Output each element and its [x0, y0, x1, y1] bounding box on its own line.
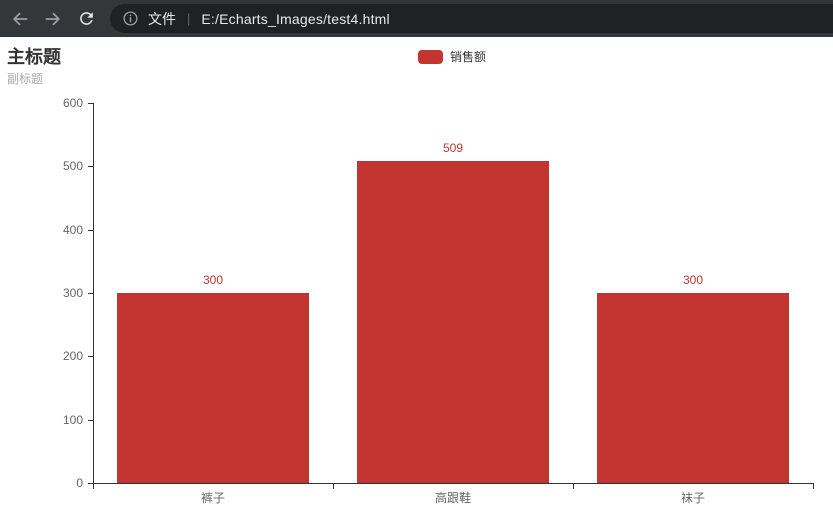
chart-title: 主标题: [7, 47, 61, 67]
x-axis-label: 裤子: [200, 491, 225, 505]
y-axis-label: 100: [62, 413, 83, 427]
bar-value-label: 300: [682, 273, 704, 287]
y-axis-label: 400: [62, 223, 83, 237]
y-axis-tick: [88, 483, 93, 484]
forward-arrow-icon: [45, 12, 60, 25]
chart-subtitle: 副标题: [7, 72, 44, 86]
y-axis-label: 600: [62, 96, 83, 110]
y-axis-tick: [88, 293, 93, 294]
address-url: E:/Echarts_Images/test4.html: [201, 10, 390, 27]
y-axis-label: 300: [62, 286, 83, 300]
bar-value-label: 509: [442, 141, 464, 155]
bar[interactable]: [597, 293, 789, 483]
bar[interactable]: [117, 293, 309, 483]
legend-item-sales[interactable]: 销售额: [418, 48, 486, 65]
legend-label: 销售额: [450, 50, 487, 64]
reload-button[interactable]: [74, 7, 98, 31]
x-axis-tick: [333, 484, 334, 489]
y-axis-label: 0: [76, 476, 83, 490]
x-axis-line: [93, 483, 814, 484]
x-axis-tick: [813, 484, 814, 489]
browser-toolbar: 文件 | E:/Echarts_Images/test4.html: [0, 0, 833, 37]
address-file-label: 文件: [148, 10, 176, 27]
back-button[interactable]: [8, 7, 32, 31]
page-info-icon[interactable]: [122, 10, 139, 27]
x-axis-tick: [573, 484, 574, 489]
web-page: 主标题 副标题 销售额 0 100 200 300 400 500 600 300 裤子 509 高…: [0, 37, 833, 508]
y-axis-tick: [88, 166, 93, 167]
y-axis-line: [93, 103, 94, 484]
y-axis-tick: [88, 230, 93, 231]
y-axis-label: 200: [62, 349, 83, 363]
browser-nav-buttons: [0, 7, 110, 31]
bar-value-label: 300: [202, 273, 224, 287]
reload-icon: [79, 12, 93, 25]
back-arrow-icon: [13, 12, 28, 25]
bar[interactable]: [357, 161, 549, 483]
address-bar[interactable]: 文件 | E:/Echarts_Images/test4.html: [110, 4, 833, 33]
y-axis-tick: [88, 103, 93, 104]
y-axis-tick: [88, 356, 93, 357]
y-axis-tick: [88, 420, 93, 421]
forward-button[interactable]: [41, 7, 65, 31]
y-axis-label: 500: [62, 159, 83, 173]
x-axis-tick: [93, 484, 94, 489]
address-separator: |: [187, 11, 191, 26]
legend-swatch: [418, 49, 443, 64]
x-axis-label: 高跟鞋: [434, 491, 471, 505]
x-axis-label: 袜子: [680, 491, 705, 505]
bar-chart: 0 100 200 300 400 500 600 300 裤子 509 高跟鞋 300 袜子: [0, 37, 833, 508]
